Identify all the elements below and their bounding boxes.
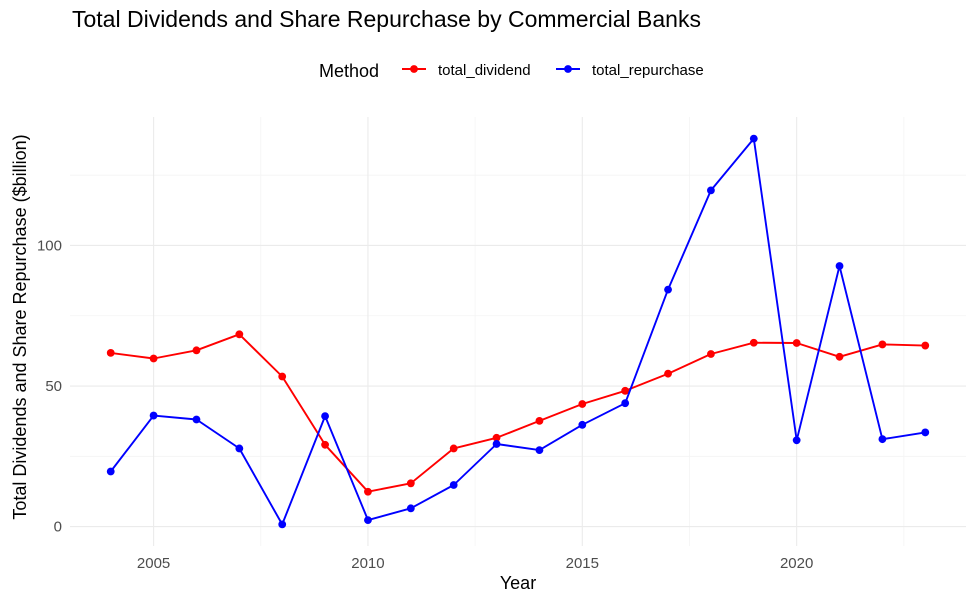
data-point [921, 428, 930, 437]
y-tick-label: 0 [54, 519, 62, 536]
data-point [664, 369, 672, 378]
data-point [578, 400, 587, 408]
grid [70, 117, 966, 546]
data-point [664, 285, 672, 294]
data-point [192, 415, 201, 424]
data-point [149, 354, 158, 363]
series-line [109, 137, 926, 526]
data-point [406, 504, 415, 513]
data-point [707, 350, 715, 358]
data-point [621, 399, 630, 408]
series-layer [106, 134, 930, 529]
legend-key-point [410, 65, 418, 73]
data-point [449, 444, 458, 453]
x-axis-label: Year [500, 573, 536, 593]
data-point [278, 372, 287, 381]
data-point [492, 433, 501, 442]
legend-key-point [564, 65, 572, 73]
data-point [707, 186, 715, 195]
data-point [321, 440, 329, 449]
legend-item-total_dividend: total_dividend [402, 62, 531, 79]
series-total_repurchase [106, 134, 930, 529]
y-tick-label: 50 [45, 378, 62, 395]
x-tick-label: 2005 [137, 555, 170, 572]
data-point [535, 416, 544, 425]
x-tick-label: 2020 [780, 555, 813, 572]
data-point [535, 446, 544, 455]
data-point [321, 412, 329, 421]
data-point [835, 352, 844, 361]
data-point [106, 467, 115, 476]
legend-label: total_dividend [438, 62, 531, 79]
x-axis-ticks: 2005 2010 2015 2020 [137, 555, 813, 572]
data-point [406, 479, 415, 488]
data-point [792, 436, 801, 445]
data-point [921, 341, 930, 350]
legend-label: total_repurchase [592, 62, 704, 79]
data-point [621, 386, 630, 395]
data-point [449, 481, 458, 489]
series-total_dividend [106, 330, 930, 496]
data-point [835, 262, 844, 270]
data-point [578, 420, 587, 429]
data-point [106, 348, 115, 357]
data-point [149, 411, 158, 420]
data-point [192, 346, 201, 355]
y-axis-ticks: 0 50 100 [37, 237, 62, 535]
chart-title: Total Dividends and Share Repurchase by … [72, 6, 701, 32]
legend-item-total_repurchase: total_repurchase [556, 62, 704, 79]
legend-title: Method [319, 61, 379, 81]
data-point [278, 520, 287, 529]
data-point [364, 487, 372, 496]
data-point [492, 440, 501, 448]
series-line [110, 333, 926, 493]
y-tick-label: 100 [37, 237, 62, 254]
data-point [749, 134, 758, 143]
y-axis-label: Total Dividends and Share Repurchase ($b… [10, 134, 30, 519]
data-point [878, 435, 887, 444]
data-point [364, 516, 372, 525]
data-point [878, 340, 887, 349]
x-tick-label: 2010 [351, 555, 384, 572]
legend: Method total_dividend total_repurchase [319, 61, 704, 81]
data-point [235, 330, 244, 339]
x-tick-label: 2015 [566, 555, 599, 572]
data-point [792, 339, 801, 347]
data-point [749, 338, 758, 347]
data-point [235, 444, 244, 453]
